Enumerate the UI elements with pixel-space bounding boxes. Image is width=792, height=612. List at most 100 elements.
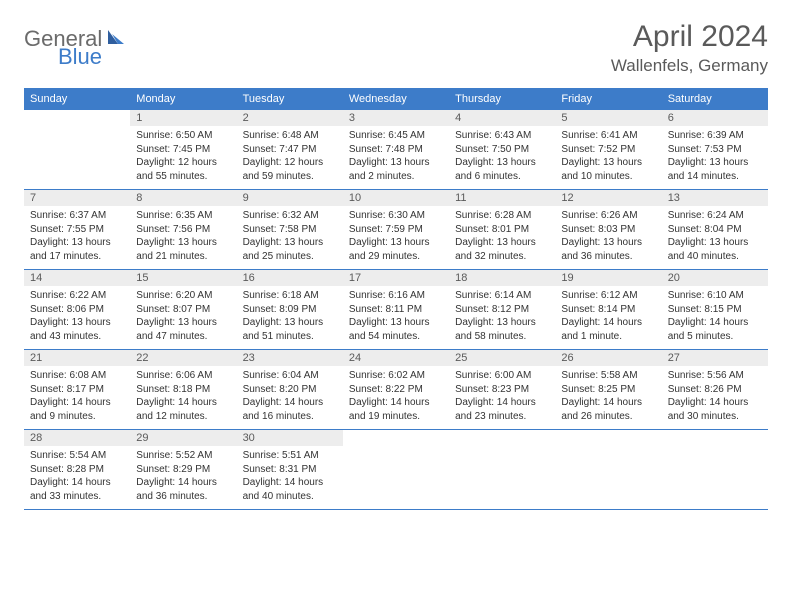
- calendar-cell: 7Sunrise: 6:37 AMSunset: 7:55 PMDaylight…: [24, 190, 130, 270]
- day-content: Sunrise: 6:08 AMSunset: 8:17 PMDaylight:…: [24, 366, 130, 429]
- day-content: Sunrise: 6:50 AMSunset: 7:45 PMDaylight:…: [130, 126, 236, 189]
- day-number: 10: [343, 190, 449, 206]
- day-number: 24: [343, 350, 449, 366]
- logo-blue-row: Blue: [24, 44, 102, 70]
- calendar-cell: 25Sunrise: 6:00 AMSunset: 8:23 PMDayligh…: [449, 350, 555, 430]
- calendar-cell: 8Sunrise: 6:35 AMSunset: 7:56 PMDaylight…: [130, 190, 236, 270]
- calendar-cell: [662, 430, 768, 510]
- calendar-row: 14Sunrise: 6:22 AMSunset: 8:06 PMDayligh…: [24, 270, 768, 350]
- calendar-cell: 29Sunrise: 5:52 AMSunset: 8:29 PMDayligh…: [130, 430, 236, 510]
- day-number: 2: [237, 110, 343, 126]
- calendar-cell: 24Sunrise: 6:02 AMSunset: 8:22 PMDayligh…: [343, 350, 449, 430]
- calendar-body: 1Sunrise: 6:50 AMSunset: 7:45 PMDaylight…: [24, 110, 768, 510]
- logo-text-blue: Blue: [58, 44, 102, 69]
- calendar-cell: 6Sunrise: 6:39 AMSunset: 7:53 PMDaylight…: [662, 110, 768, 190]
- week-header-cell: Saturday: [662, 88, 768, 110]
- week-header-cell: Friday: [555, 88, 661, 110]
- day-content: Sunrise: 6:48 AMSunset: 7:47 PMDaylight:…: [237, 126, 343, 189]
- day-number: 1: [130, 110, 236, 126]
- day-content: Sunrise: 6:14 AMSunset: 8:12 PMDaylight:…: [449, 286, 555, 349]
- calendar-cell: 22Sunrise: 6:06 AMSunset: 8:18 PMDayligh…: [130, 350, 236, 430]
- day-content: Sunrise: 6:16 AMSunset: 8:11 PMDaylight:…: [343, 286, 449, 349]
- logo-sail-icon: [106, 28, 126, 51]
- day-content: Sunrise: 6:43 AMSunset: 7:50 PMDaylight:…: [449, 126, 555, 189]
- day-number: 25: [449, 350, 555, 366]
- title-block: April 2024 Wallenfels, Germany: [611, 20, 768, 76]
- day-number: 20: [662, 270, 768, 286]
- calendar-row: 7Sunrise: 6:37 AMSunset: 7:55 PMDaylight…: [24, 190, 768, 270]
- day-number: 4: [449, 110, 555, 126]
- calendar-cell: 16Sunrise: 6:18 AMSunset: 8:09 PMDayligh…: [237, 270, 343, 350]
- calendar-cell: 1Sunrise: 6:50 AMSunset: 7:45 PMDaylight…: [130, 110, 236, 190]
- day-content: Sunrise: 6:00 AMSunset: 8:23 PMDaylight:…: [449, 366, 555, 429]
- day-number: 26: [555, 350, 661, 366]
- calendar-cell: 20Sunrise: 6:10 AMSunset: 8:15 PMDayligh…: [662, 270, 768, 350]
- calendar-cell: 4Sunrise: 6:43 AMSunset: 7:50 PMDaylight…: [449, 110, 555, 190]
- calendar-row: 28Sunrise: 5:54 AMSunset: 8:28 PMDayligh…: [24, 430, 768, 510]
- day-content: Sunrise: 5:58 AMSunset: 8:25 PMDaylight:…: [555, 366, 661, 429]
- day-number: 30: [237, 430, 343, 446]
- day-content: Sunrise: 6:45 AMSunset: 7:48 PMDaylight:…: [343, 126, 449, 189]
- calendar-cell: 12Sunrise: 6:26 AMSunset: 8:03 PMDayligh…: [555, 190, 661, 270]
- calendar-cell: [449, 430, 555, 510]
- day-number: 3: [343, 110, 449, 126]
- calendar-cell: 13Sunrise: 6:24 AMSunset: 8:04 PMDayligh…: [662, 190, 768, 270]
- week-header-cell: Thursday: [449, 88, 555, 110]
- day-content: Sunrise: 6:35 AMSunset: 7:56 PMDaylight:…: [130, 206, 236, 269]
- day-content: Sunrise: 6:12 AMSunset: 8:14 PMDaylight:…: [555, 286, 661, 349]
- week-header-cell: Tuesday: [237, 88, 343, 110]
- day-content: Sunrise: 6:06 AMSunset: 8:18 PMDaylight:…: [130, 366, 236, 429]
- day-number: 6: [662, 110, 768, 126]
- day-content: Sunrise: 5:51 AMSunset: 8:31 PMDaylight:…: [237, 446, 343, 509]
- day-content: Sunrise: 6:26 AMSunset: 8:03 PMDaylight:…: [555, 206, 661, 269]
- week-header-cell: Sunday: [24, 88, 130, 110]
- calendar-cell: 26Sunrise: 5:58 AMSunset: 8:25 PMDayligh…: [555, 350, 661, 430]
- day-number: 13: [662, 190, 768, 206]
- day-number: 11: [449, 190, 555, 206]
- day-number: 28: [24, 430, 130, 446]
- day-number: 23: [237, 350, 343, 366]
- calendar-page: General April 2024 Wallenfels, Germany B…: [0, 0, 792, 530]
- day-number: 18: [449, 270, 555, 286]
- week-header-cell: Monday: [130, 88, 236, 110]
- day-number: 29: [130, 430, 236, 446]
- calendar-cell: 3Sunrise: 6:45 AMSunset: 7:48 PMDaylight…: [343, 110, 449, 190]
- calendar-cell: [343, 430, 449, 510]
- day-number: 9: [237, 190, 343, 206]
- day-content: Sunrise: 6:22 AMSunset: 8:06 PMDaylight:…: [24, 286, 130, 349]
- day-content: Sunrise: 6:10 AMSunset: 8:15 PMDaylight:…: [662, 286, 768, 349]
- calendar-cell: 27Sunrise: 5:56 AMSunset: 8:26 PMDayligh…: [662, 350, 768, 430]
- day-content: Sunrise: 6:39 AMSunset: 7:53 PMDaylight:…: [662, 126, 768, 189]
- day-number: 17: [343, 270, 449, 286]
- day-content: Sunrise: 5:56 AMSunset: 8:26 PMDaylight:…: [662, 366, 768, 429]
- calendar-row: 1Sunrise: 6:50 AMSunset: 7:45 PMDaylight…: [24, 110, 768, 190]
- day-content: Sunrise: 6:37 AMSunset: 7:55 PMDaylight:…: [24, 206, 130, 269]
- calendar-cell: 17Sunrise: 6:16 AMSunset: 8:11 PMDayligh…: [343, 270, 449, 350]
- calendar-cell: 21Sunrise: 6:08 AMSunset: 8:17 PMDayligh…: [24, 350, 130, 430]
- day-content: Sunrise: 6:20 AMSunset: 8:07 PMDaylight:…: [130, 286, 236, 349]
- calendar-cell: 28Sunrise: 5:54 AMSunset: 8:28 PMDayligh…: [24, 430, 130, 510]
- calendar-cell: 18Sunrise: 6:14 AMSunset: 8:12 PMDayligh…: [449, 270, 555, 350]
- calendar-cell: 30Sunrise: 5:51 AMSunset: 8:31 PMDayligh…: [237, 430, 343, 510]
- day-content: Sunrise: 6:41 AMSunset: 7:52 PMDaylight:…: [555, 126, 661, 189]
- day-number: 7: [24, 190, 130, 206]
- day-number: 12: [555, 190, 661, 206]
- day-content: Sunrise: 5:54 AMSunset: 8:28 PMDaylight:…: [24, 446, 130, 509]
- day-number: 22: [130, 350, 236, 366]
- day-content: [24, 126, 130, 184]
- day-number: 16: [237, 270, 343, 286]
- month-title: April 2024: [611, 20, 768, 54]
- calendar-cell: 10Sunrise: 6:30 AMSunset: 7:59 PMDayligh…: [343, 190, 449, 270]
- day-content: Sunrise: 6:24 AMSunset: 8:04 PMDaylight:…: [662, 206, 768, 269]
- day-content: Sunrise: 6:04 AMSunset: 8:20 PMDaylight:…: [237, 366, 343, 429]
- day-content: Sunrise: 6:28 AMSunset: 8:01 PMDaylight:…: [449, 206, 555, 269]
- day-number: [24, 110, 130, 126]
- calendar-cell: 14Sunrise: 6:22 AMSunset: 8:06 PMDayligh…: [24, 270, 130, 350]
- week-header-row: SundayMondayTuesdayWednesdayThursdayFrid…: [24, 88, 768, 110]
- location: Wallenfels, Germany: [611, 56, 768, 76]
- day-number: 5: [555, 110, 661, 126]
- day-content: Sunrise: 6:18 AMSunset: 8:09 PMDaylight:…: [237, 286, 343, 349]
- calendar-cell: 19Sunrise: 6:12 AMSunset: 8:14 PMDayligh…: [555, 270, 661, 350]
- day-number: 19: [555, 270, 661, 286]
- day-number: 27: [662, 350, 768, 366]
